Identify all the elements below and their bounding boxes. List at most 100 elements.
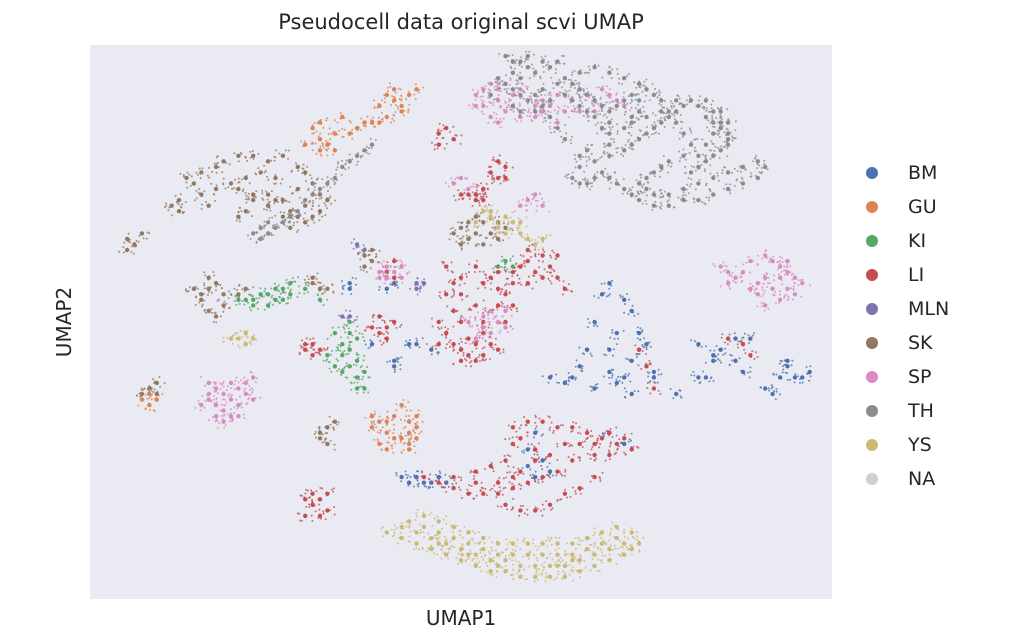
point-scatter-sp xyxy=(597,110,600,113)
point-scatter-th xyxy=(641,115,644,118)
point-scatter-ys xyxy=(488,536,491,539)
point-scatter-th xyxy=(760,166,763,169)
point-scatter-sp xyxy=(444,181,447,184)
point-ys xyxy=(436,519,441,524)
point-scatter-th xyxy=(575,82,578,85)
point-scatter-bm xyxy=(592,324,595,327)
point-scatter-sp xyxy=(259,396,262,399)
point-scatter-gu xyxy=(399,436,402,439)
point-scatter-sk xyxy=(225,302,228,305)
point-scatter-ys xyxy=(488,552,491,555)
point-scatter-sp xyxy=(546,110,549,113)
point-scatter-sp xyxy=(777,260,780,263)
point-scatter-sp xyxy=(723,264,726,267)
point-scatter-sk xyxy=(189,184,192,187)
point-scatter-sp xyxy=(490,327,493,329)
point-th xyxy=(369,142,375,147)
point-scatter-sk xyxy=(474,215,477,218)
point-scatter-li xyxy=(382,333,385,336)
point-scatter-li xyxy=(485,183,488,185)
point-li xyxy=(466,336,471,341)
point-scatter-th xyxy=(649,187,652,190)
point-scatter-th xyxy=(709,164,712,167)
point-sp xyxy=(577,109,582,114)
point-scatter-sk xyxy=(133,245,136,248)
point-scatter-th xyxy=(368,147,370,150)
point-scatter-bm xyxy=(451,483,454,485)
point-scatter-li xyxy=(508,481,511,484)
point-scatter-sk xyxy=(323,202,326,205)
point-scatter-th xyxy=(524,109,527,112)
point-scatter-sp xyxy=(517,87,520,90)
point-scatter-sp xyxy=(237,381,240,384)
point-scatter-th xyxy=(573,69,576,72)
point-scatter-th xyxy=(731,139,734,142)
point-scatter-bm xyxy=(434,473,437,476)
point-scatter-li xyxy=(431,345,434,348)
point-scatter-sp xyxy=(474,318,477,321)
point-scatter-gu xyxy=(318,120,321,123)
point-scatter-sk xyxy=(296,217,299,220)
point-scatter-mln xyxy=(418,290,421,293)
point-scatter-ys xyxy=(473,225,476,228)
point-scatter-th xyxy=(663,106,666,109)
point-scatter-ys xyxy=(584,566,587,569)
point-scatter-th xyxy=(520,56,523,59)
point-scatter-th xyxy=(600,121,603,124)
point-scatter-th xyxy=(333,183,336,186)
point-scatter-ys xyxy=(382,535,385,538)
point-scatter-sk xyxy=(242,188,245,191)
point-scatter-li xyxy=(543,268,546,271)
point-scatter-th xyxy=(511,62,514,65)
point-scatter-ys xyxy=(574,556,577,559)
point-scatter-bm xyxy=(528,447,531,450)
point-scatter-sk xyxy=(142,232,145,235)
point-scatter-sp xyxy=(400,261,403,263)
point-scatter-sp xyxy=(557,110,560,113)
point-scatter-sp xyxy=(760,302,763,305)
point-scatter-sp xyxy=(228,420,231,423)
point-scatter-li xyxy=(599,442,602,445)
point-scatter-th xyxy=(678,137,681,140)
point-scatter-gu xyxy=(144,393,147,396)
point-scatter-ys xyxy=(433,552,435,555)
point-scatter-th xyxy=(620,146,623,149)
point-scatter-sp xyxy=(250,371,253,374)
point-scatter-sk xyxy=(152,391,155,394)
point-scatter-sk xyxy=(448,238,451,241)
point-scatter-bm xyxy=(743,332,746,335)
point-scatter-li xyxy=(308,503,311,506)
point-scatter-li xyxy=(569,495,572,498)
point-scatter-ys xyxy=(482,559,485,561)
point-scatter-th xyxy=(641,134,644,137)
point-gu xyxy=(392,87,397,92)
point-scatter-li xyxy=(309,357,312,360)
point-scatter-li xyxy=(534,414,537,417)
point-scatter-ys xyxy=(611,521,614,524)
point-scatter-th xyxy=(729,192,732,195)
point-scatter-th xyxy=(630,147,633,150)
point-scatter-li xyxy=(491,278,494,281)
point-scatter-sk xyxy=(223,300,226,303)
point-scatter-li xyxy=(558,470,561,473)
point-scatter-li xyxy=(472,477,475,480)
point-scatter-sp xyxy=(215,401,218,404)
point-scatter-th xyxy=(552,99,555,102)
point-scatter-bm xyxy=(343,284,346,287)
point-scatter-li xyxy=(520,283,523,286)
point-scatter-sp xyxy=(742,263,745,266)
point-scatter-bm xyxy=(400,356,403,359)
point-scatter-bm xyxy=(581,367,584,370)
point-scatter-sk xyxy=(331,421,334,424)
point-scatter-ys xyxy=(478,531,480,534)
point-scatter-th xyxy=(741,178,744,181)
point-scatter-li xyxy=(448,475,451,478)
point-scatter-gu xyxy=(407,434,410,437)
point-scatter-bm xyxy=(590,389,593,392)
point-scatter-th xyxy=(668,110,671,113)
point-scatter-sk xyxy=(359,266,362,268)
point-scatter-ys xyxy=(611,549,614,551)
point-li xyxy=(495,269,501,275)
point-scatter-th xyxy=(543,99,545,102)
point-scatter-sk xyxy=(266,194,269,196)
